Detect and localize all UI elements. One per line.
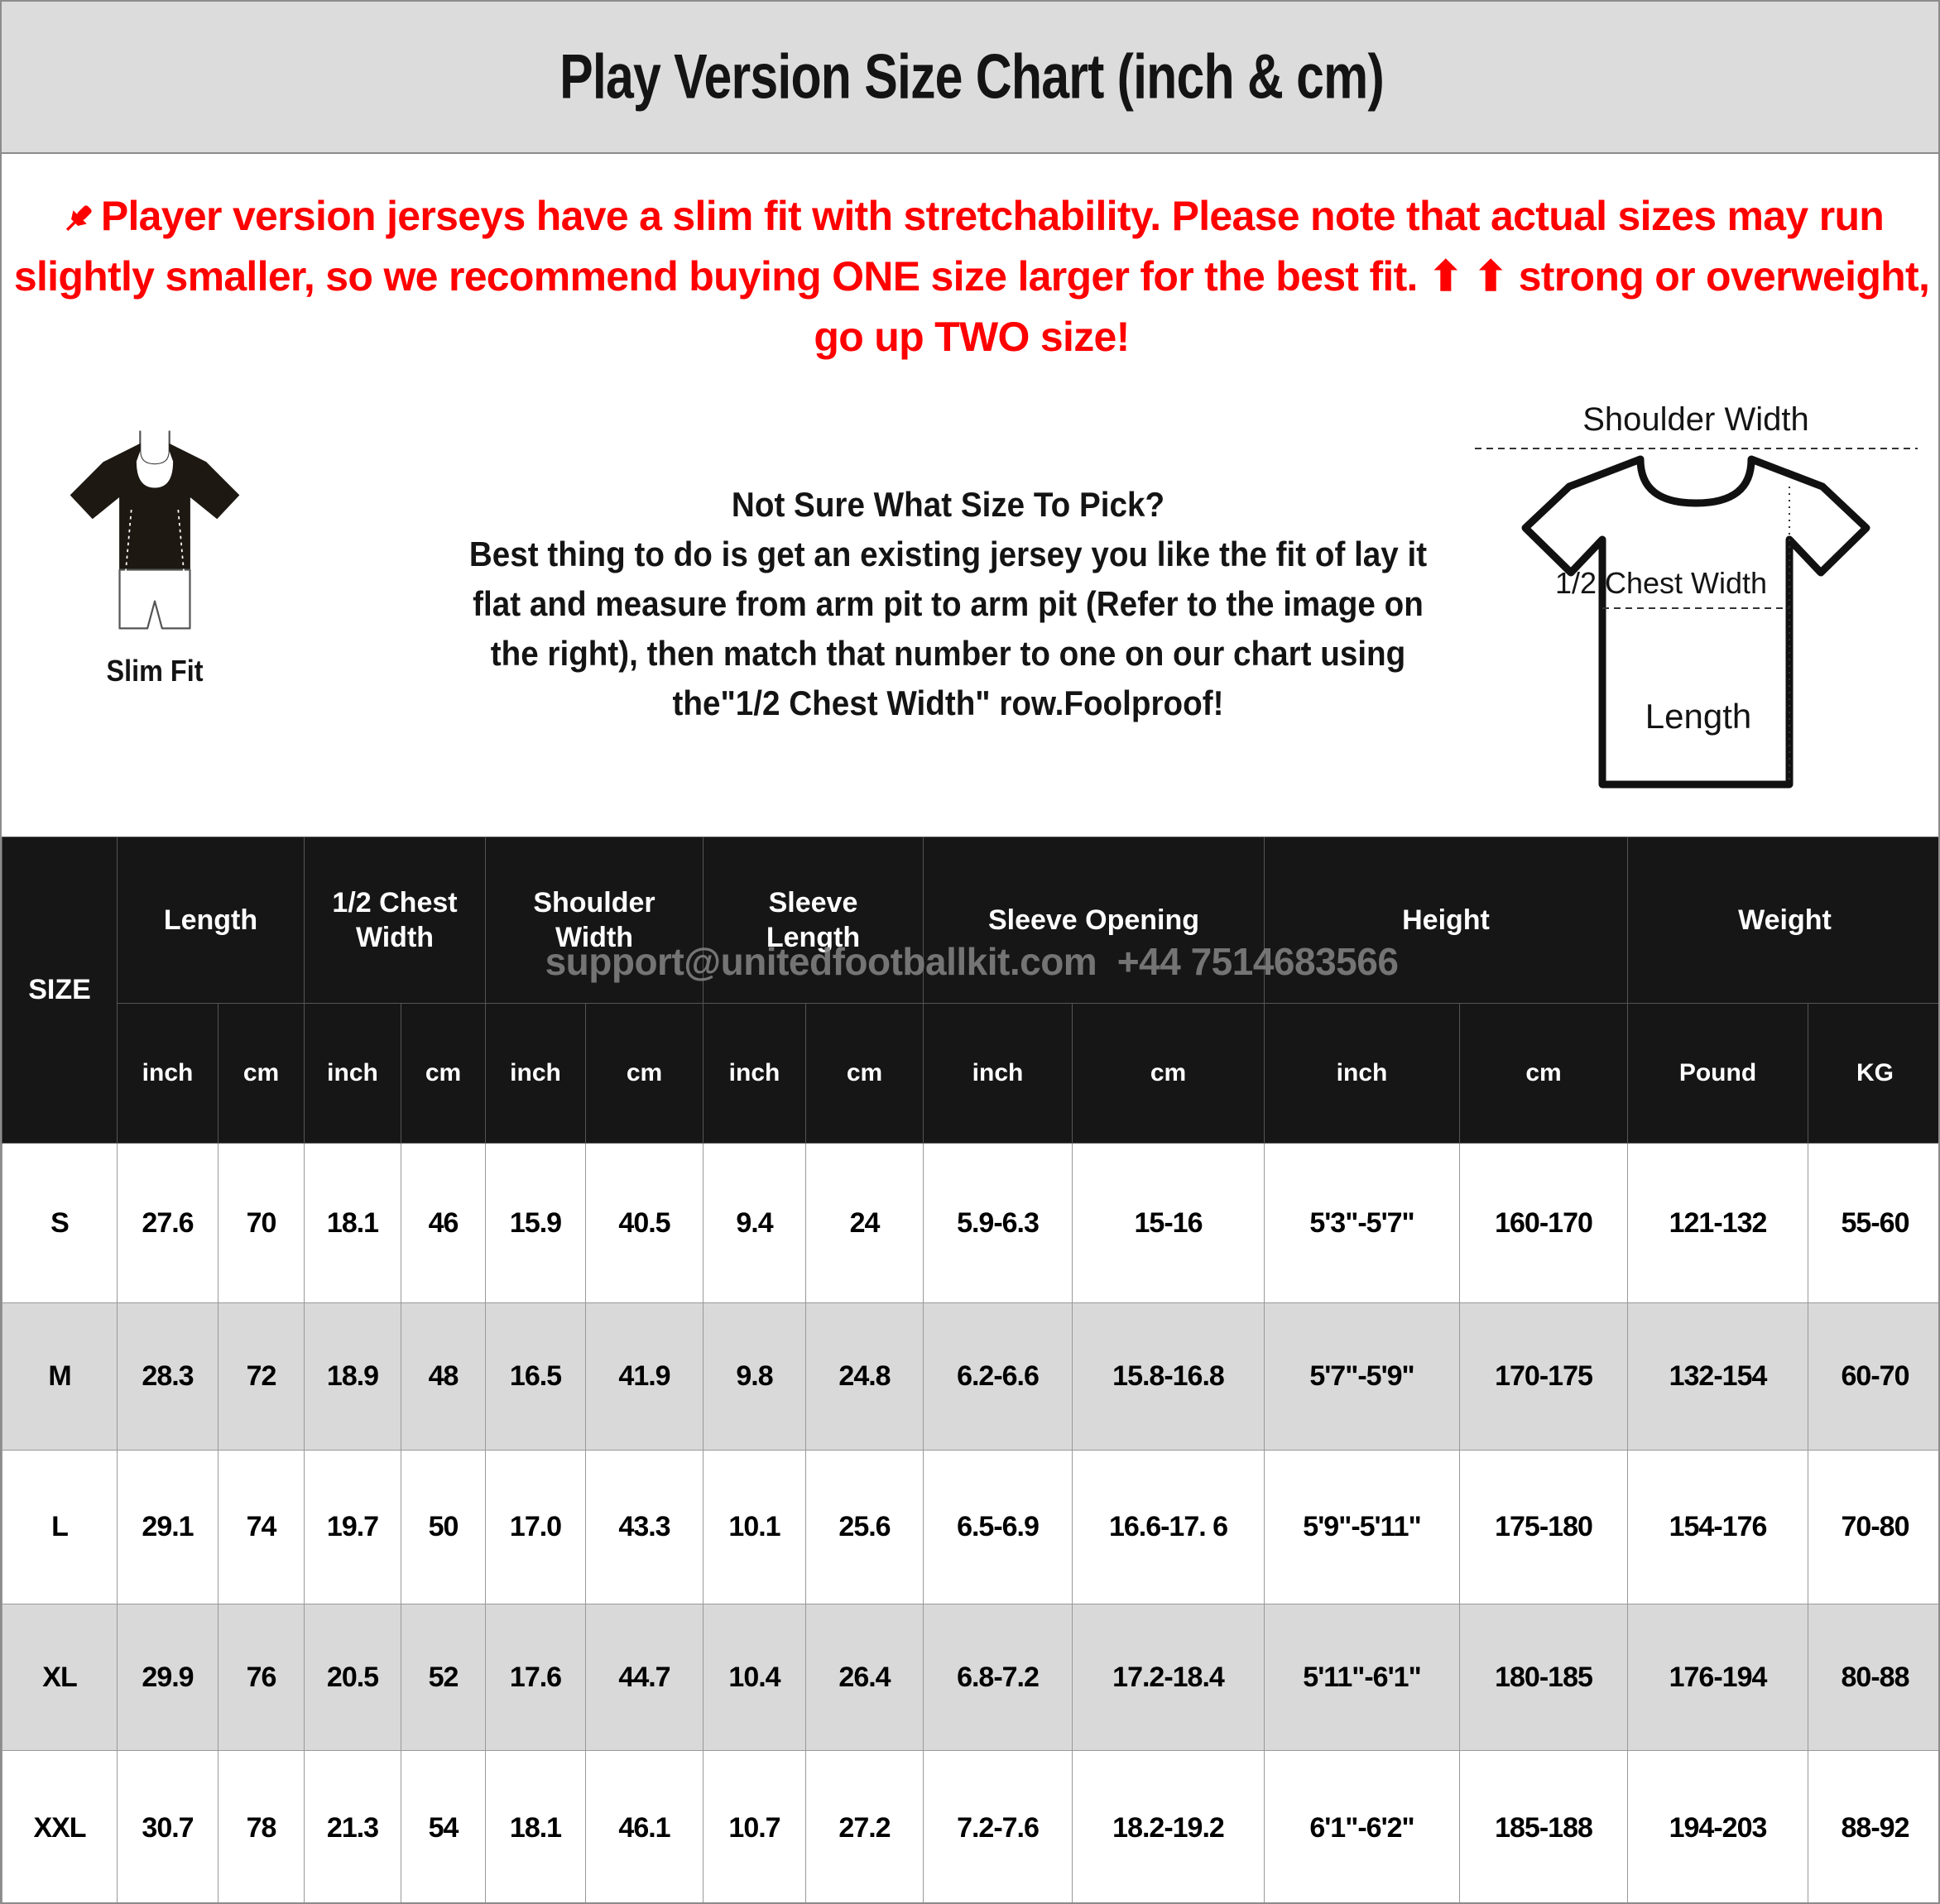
svg-text:Shoulder Width: Shoulder Width xyxy=(1582,401,1808,438)
svg-text:Length: Length xyxy=(1645,697,1751,736)
svg-text:1/2 Chest Width: 1/2 Chest Width xyxy=(1555,566,1767,600)
